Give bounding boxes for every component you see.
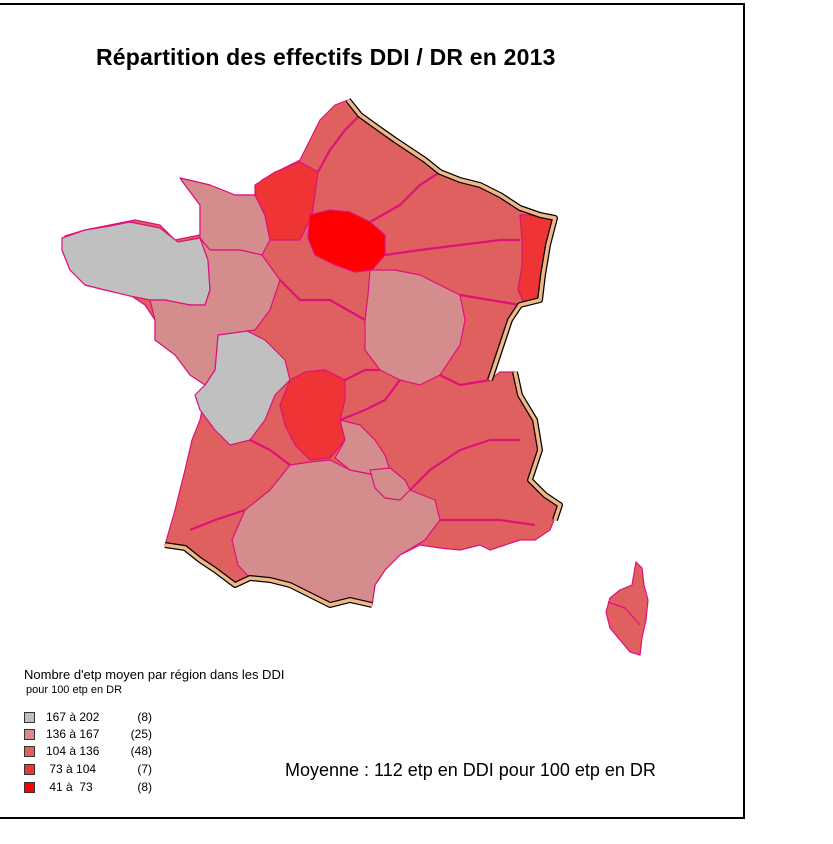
legend-range: 167 à 202 [46, 710, 100, 724]
region-boundaries [189, 114, 536, 532]
region-bretagne [61, 221, 211, 306]
legend-item: 136 à 167 (25) [24, 727, 152, 741]
legend-subtitle: pour 100 etp en DR [26, 684, 123, 696]
legend-range: 136 à 167 [46, 727, 100, 741]
legend-item: 104 à 136 (48) [24, 744, 152, 758]
region-ile-de-france [307, 209, 386, 273]
region-haute-normandie [254, 161, 319, 241]
legend-count: (48) [130, 744, 152, 758]
legend-item: 167 à 202 (8) [24, 710, 152, 724]
legend-title: Nombre d'etp moyen par région dans les D… [24, 667, 285, 682]
legend-count: (7) [137, 762, 152, 776]
legend-range: 73 à 104 [46, 762, 97, 776]
legend-range: 104 à 136 [46, 744, 100, 758]
legend-count: (8) [137, 780, 152, 794]
map-title: Répartition des effectifs DDI / DR en 20… [96, 44, 556, 70]
region-pays-de-la-loire [149, 237, 281, 386]
legend-swatch [24, 781, 35, 793]
legend-swatch [24, 728, 35, 740]
legend-swatch [24, 745, 35, 757]
region-pink-patch [369, 467, 411, 501]
land-border [164, 98, 563, 608]
legend-item: 41 à 73 (8) [24, 780, 152, 794]
legend-range: 41 à 73 [46, 780, 93, 794]
map-frame [0, 3, 745, 819]
legend-swatch [24, 763, 35, 775]
region-corse [605, 561, 649, 656]
legend-count: (8) [137, 710, 152, 724]
legend-item: 73 à 104 (7) [24, 762, 152, 776]
legend-swatch [24, 711, 35, 723]
legend-count: (25) [130, 727, 152, 741]
mean-annotation: Moyenne : 112 etp en DDI pour 100 etp en… [285, 760, 656, 780]
